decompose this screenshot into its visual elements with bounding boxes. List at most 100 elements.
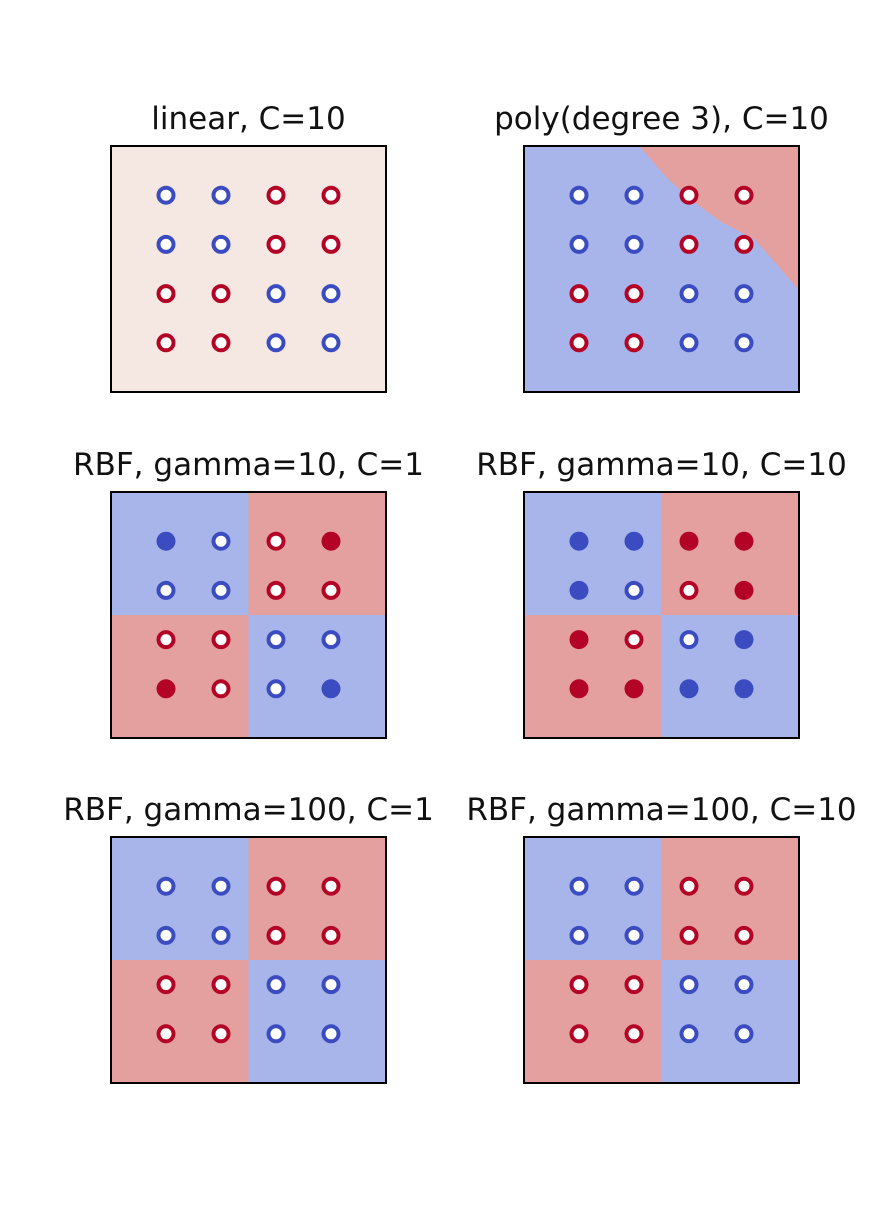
support-vector-point — [266, 975, 286, 995]
support-vector-point — [211, 679, 231, 699]
support-vector-point — [211, 185, 231, 205]
support-vector-point — [679, 333, 699, 353]
support-vector-point — [211, 975, 231, 995]
data-point — [679, 679, 699, 699]
support-vector-point — [734, 925, 754, 945]
support-vector-point — [679, 975, 699, 995]
data-point — [734, 580, 754, 600]
axes-frame — [523, 491, 800, 739]
support-vector-point — [321, 580, 341, 600]
data-point — [734, 630, 754, 650]
support-vector-point — [569, 185, 589, 205]
support-vector-point — [211, 630, 231, 650]
support-vector-point — [321, 185, 341, 205]
support-vector-point — [266, 876, 286, 896]
support-vector-point — [211, 925, 231, 945]
subplot-title: RBF, gamma=100, C=10 — [466, 792, 856, 828]
support-vector-point — [679, 234, 699, 254]
support-vector-point — [156, 185, 176, 205]
support-vector-point — [569, 333, 589, 353]
support-vector-point — [734, 1024, 754, 1044]
support-vector-point — [321, 630, 341, 650]
support-vector-point — [321, 975, 341, 995]
data-point — [734, 531, 754, 551]
support-vector-point — [156, 876, 176, 896]
decision-regions — [524, 837, 799, 1083]
data-point — [321, 531, 341, 551]
support-vector-point — [734, 333, 754, 353]
decision-regions — [111, 837, 386, 1083]
support-vector-point — [569, 925, 589, 945]
support-vector-point — [156, 333, 176, 353]
data-point — [624, 531, 644, 551]
support-vector-point — [156, 580, 176, 600]
support-vector-point — [266, 531, 286, 551]
support-vector-point — [569, 1024, 589, 1044]
support-vector-point — [266, 234, 286, 254]
subplot-title: linear, C=10 — [151, 101, 345, 137]
support-vector-point — [266, 679, 286, 699]
data-point — [569, 531, 589, 551]
subplot-1: linear, C=10 — [110, 101, 387, 393]
support-vector-point — [156, 284, 176, 304]
axes-frame — [110, 491, 387, 739]
support-vector-point — [624, 1024, 644, 1044]
decision-regions — [111, 146, 386, 392]
subplot-6: RBF, gamma=100, C=10 — [466, 792, 857, 1084]
support-vector-point — [624, 185, 644, 205]
data-point — [624, 679, 644, 699]
support-vector-point — [266, 580, 286, 600]
support-vector-point — [321, 284, 341, 304]
support-vector-point — [266, 284, 286, 304]
support-vector-point — [266, 185, 286, 205]
support-vector-point — [734, 185, 754, 205]
support-vector-point — [624, 284, 644, 304]
support-vector-point — [211, 284, 231, 304]
support-vector-point — [679, 185, 699, 205]
data-point — [679, 531, 699, 551]
support-vector-point — [211, 580, 231, 600]
support-vector-point — [734, 234, 754, 254]
data-point — [569, 580, 589, 600]
region-neutral — [111, 146, 386, 392]
support-vector-point — [266, 1024, 286, 1044]
subplot-2: poly(degree 3), C=10 — [494, 101, 829, 393]
subplot-5: RBF, gamma=100, C=1 — [63, 792, 434, 1084]
support-vector-point — [156, 234, 176, 254]
support-vector-point — [321, 925, 341, 945]
decision-regions — [524, 492, 799, 738]
subplot-title: RBF, gamma=10, C=1 — [73, 447, 424, 483]
support-vector-point — [569, 876, 589, 896]
support-vector-point — [156, 1024, 176, 1044]
support-vector-point — [211, 876, 231, 896]
support-vector-point — [321, 333, 341, 353]
support-vector-point — [266, 630, 286, 650]
subplot-title: RBF, gamma=10, C=10 — [476, 447, 847, 483]
support-vector-point — [211, 531, 231, 551]
axes-frame — [523, 836, 800, 1084]
support-vector-point — [679, 284, 699, 304]
support-vector-point — [624, 630, 644, 650]
subplot-4: RBF, gamma=10, C=10 — [476, 447, 847, 739]
support-vector-point — [211, 333, 231, 353]
data-point — [734, 679, 754, 699]
axes-frame — [110, 145, 387, 393]
support-vector-point — [734, 284, 754, 304]
support-vector-point — [624, 876, 644, 896]
support-vector-point — [156, 630, 176, 650]
subplot-3: RBF, gamma=10, C=1 — [73, 447, 424, 739]
data-point — [321, 679, 341, 699]
support-vector-point — [679, 1024, 699, 1044]
decision-regions — [111, 492, 386, 738]
data-point — [156, 679, 176, 699]
support-vector-point — [156, 925, 176, 945]
support-vector-point — [211, 234, 231, 254]
support-vector-point — [624, 580, 644, 600]
support-vector-point — [569, 975, 589, 995]
axes-frame — [110, 836, 387, 1084]
support-vector-point — [156, 975, 176, 995]
support-vector-point — [266, 925, 286, 945]
support-vector-point — [679, 876, 699, 896]
support-vector-point — [321, 234, 341, 254]
support-vector-point — [679, 630, 699, 650]
